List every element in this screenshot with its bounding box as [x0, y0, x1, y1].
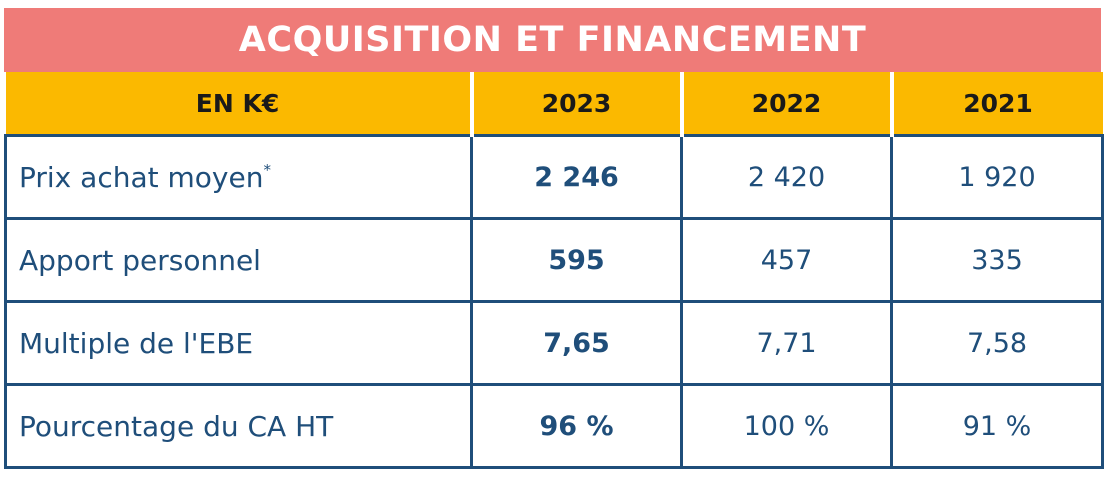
row-label: Multiple de l'EBE [4, 300, 473, 386]
cell-2021: 7,58 [890, 300, 1104, 386]
cell-2021: 1 920 [890, 134, 1104, 220]
cell-2023: 96 % [470, 383, 683, 469]
row-label: Prix achat moyen* [4, 134, 473, 220]
table-row: Prix achat moyen* 2 246 2 420 1 920 [4, 134, 1104, 220]
cell-2023: 595 [470, 217, 683, 303]
cell-2022: 100 % [680, 383, 893, 469]
header-unit: EN K€ [5, 72, 472, 136]
table-title: ACQUISITION ET FINANCEMENT [4, 8, 1101, 72]
row-label-text: Prix achat moyen [19, 160, 264, 194]
table-row: Apport personnel 595 457 335 [4, 217, 1104, 303]
cell-2022: 457 [680, 217, 893, 303]
header-year-2022: 2022 [679, 72, 892, 136]
row-label: Pourcentage du CA HT [4, 383, 473, 469]
table-row: Pourcentage du CA HT 96 % 100 % 91 % [4, 383, 1104, 469]
data-table: EN K€ 2023 2022 2021 Prix achat moyen* 2… [4, 72, 1104, 469]
cell-2021: 91 % [890, 383, 1104, 469]
acquisition-table: ACQUISITION ET FINANCEMENT EN K€ 2023 20… [4, 8, 1104, 469]
cell-2022: 7,71 [680, 300, 893, 386]
cell-2022: 2 420 [680, 134, 893, 220]
header-year-2021: 2021 [889, 72, 1103, 136]
table-row: Multiple de l'EBE 7,65 7,71 7,58 [4, 300, 1104, 386]
cell-2021: 335 [890, 217, 1104, 303]
cell-2023: 7,65 [470, 300, 683, 386]
cell-2023: 2 246 [470, 134, 683, 220]
header-row: EN K€ 2023 2022 2021 [5, 72, 1103, 136]
row-label: Apport personnel [4, 217, 473, 303]
footnote-marker: * [263, 160, 271, 179]
header-year-2023: 2023 [469, 72, 682, 136]
